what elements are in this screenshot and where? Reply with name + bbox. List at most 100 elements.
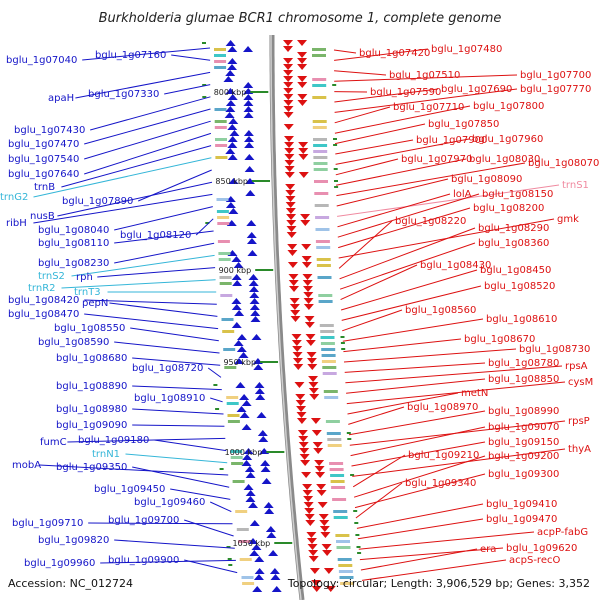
left-gene-label: bglu_1g08120 bbox=[120, 230, 191, 241]
left-function-block bbox=[214, 48, 226, 51]
right-label-leader bbox=[344, 362, 486, 373]
right-strand-arrow bbox=[311, 430, 322, 436]
right-strand-arrow bbox=[297, 52, 308, 58]
right-strand-arrow bbox=[300, 460, 311, 466]
right-strand-arrow bbox=[308, 556, 319, 562]
right-label-leader bbox=[353, 455, 486, 498]
right-strand-arrow bbox=[286, 232, 297, 238]
left-strand-arrow bbox=[229, 130, 240, 136]
left-gene-mark bbox=[202, 42, 206, 44]
left-gene-label: trnG2 bbox=[0, 192, 28, 203]
left-strand-arrow bbox=[258, 436, 269, 442]
right-gene-label: bglu_1g07970 bbox=[401, 154, 472, 165]
left-label-leader bbox=[75, 71, 211, 99]
left-strand-arrow bbox=[271, 586, 282, 592]
right-strand-arrow bbox=[316, 490, 327, 496]
left-strand-arrow bbox=[243, 484, 254, 490]
left-strand-arrow bbox=[236, 406, 247, 412]
right-strand-arrow bbox=[300, 214, 311, 220]
right-label-leader bbox=[334, 70, 387, 76]
left-label-leader bbox=[61, 279, 216, 289]
right-function-block bbox=[324, 396, 339, 399]
right-label-leader bbox=[361, 559, 507, 581]
tick-label: 800 kbp bbox=[214, 88, 247, 97]
right-label-leader bbox=[334, 106, 391, 124]
right-strand-arrow bbox=[299, 448, 310, 454]
left-function-block bbox=[226, 402, 239, 405]
right-label-leader bbox=[352, 448, 566, 477]
left-strand-arrow bbox=[243, 448, 254, 454]
right-gene-label: rpsP bbox=[568, 416, 590, 427]
right-function-block bbox=[312, 48, 326, 51]
left-strand-arrow bbox=[234, 358, 245, 364]
right-strand-arrow bbox=[283, 106, 294, 112]
right-gene-mark bbox=[333, 144, 338, 146]
left-strand-arrow bbox=[244, 466, 255, 472]
left-strand-arrow bbox=[239, 394, 250, 400]
left-strand-arrow bbox=[231, 322, 242, 328]
kbp-ticks: 800 kbp 850 kbp 900 kbp 950 kbp 1000 kbp 1050… bbox=[214, 88, 293, 548]
left-label-leader bbox=[84, 132, 212, 175]
left-strand-arrow bbox=[268, 550, 279, 556]
accession-text: Accession: NC_012724 bbox=[8, 577, 133, 590]
right-strand-arrow bbox=[325, 586, 336, 592]
right-strand-arrow bbox=[283, 64, 294, 70]
right-function-block bbox=[320, 336, 335, 339]
right-function-block bbox=[338, 570, 353, 573]
right-gene-label: bglu_1g07960 bbox=[472, 134, 543, 145]
right-strand-arrow bbox=[291, 334, 302, 340]
right-strand-arrow bbox=[313, 448, 324, 454]
left-function-block bbox=[227, 414, 240, 417]
left-strand-arrow bbox=[243, 136, 254, 142]
left-label-leader bbox=[33, 193, 213, 224]
left-function-block bbox=[215, 138, 227, 141]
left-function-block bbox=[238, 540, 250, 543]
right-function-block bbox=[336, 546, 351, 549]
left-gene-label: bglu_1g09350 bbox=[56, 462, 127, 473]
right-function-block bbox=[312, 120, 327, 123]
left-label-leader bbox=[114, 242, 215, 264]
left-strand-arrow bbox=[243, 82, 254, 88]
right-function-block bbox=[314, 180, 328, 183]
left-label-leader bbox=[39, 464, 229, 476]
left-function-block bbox=[241, 576, 254, 579]
right-gene-mark bbox=[353, 510, 358, 512]
right-function-block bbox=[320, 330, 335, 333]
right-label-leader bbox=[342, 309, 403, 332]
tick-label: 950 kbp bbox=[223, 358, 256, 367]
right-gene-label: bglu_1g09210 bbox=[408, 450, 479, 461]
right-label-leader bbox=[351, 441, 486, 467]
right-function-block bbox=[333, 516, 348, 519]
left-gene-mark bbox=[215, 408, 220, 410]
right-gene-mark bbox=[356, 546, 361, 548]
right-function-block bbox=[312, 54, 326, 57]
left-gene-label: bglu_1g09820 bbox=[38, 535, 109, 546]
right-label-leader bbox=[350, 426, 486, 457]
right-strand-arrow bbox=[284, 172, 295, 178]
left-strand-arrow bbox=[250, 310, 261, 316]
right-strand-arrow bbox=[285, 184, 296, 190]
left-strand-arrow bbox=[248, 280, 259, 286]
left-strand-arrow bbox=[236, 346, 247, 352]
right-gene-label: trnS1 bbox=[562, 180, 589, 191]
right-strand-arrow bbox=[303, 298, 314, 304]
left-strand-arrow bbox=[256, 412, 267, 418]
right-gene-label: bglu_1g09070 bbox=[488, 422, 559, 433]
right-strand-arrow bbox=[301, 262, 312, 268]
right-label-leader bbox=[340, 264, 418, 301]
left-strand-arrow bbox=[249, 304, 260, 310]
left-label-leader bbox=[33, 157, 212, 198]
right-strand-arrow bbox=[301, 472, 312, 478]
right-function-block bbox=[320, 342, 335, 345]
right-function-block bbox=[322, 372, 337, 375]
right-function-block bbox=[335, 534, 350, 537]
left-label-leader bbox=[210, 397, 223, 403]
left-function-block bbox=[230, 456, 243, 459]
right-gene-label: rpsA bbox=[565, 361, 588, 372]
right-label-leader bbox=[341, 285, 482, 321]
right-function-block bbox=[327, 438, 342, 441]
left-gene-label: bglu_1g08680 bbox=[56, 353, 127, 364]
left-gene-label: bglu_1g07540 bbox=[8, 154, 79, 165]
right-strand-arrow bbox=[294, 382, 305, 388]
right-strand-arrow bbox=[322, 550, 333, 556]
